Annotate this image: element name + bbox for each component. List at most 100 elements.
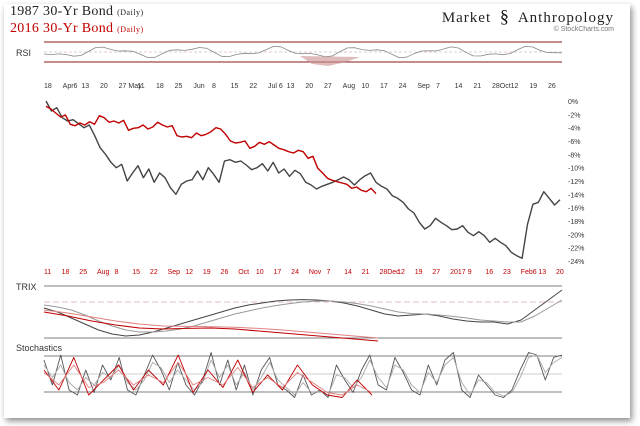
bottom-axis-tick-label: 7 bbox=[326, 269, 330, 276]
y-tick-label: -20% bbox=[568, 232, 584, 239]
title-1987-name: 30-Yr Bond bbox=[43, 4, 114, 19]
stoch-series-line bbox=[43, 352, 563, 398]
series-2016-line bbox=[45, 105, 377, 195]
rsi-label: RSI bbox=[16, 48, 32, 58]
trix-series-line bbox=[43, 309, 379, 339]
brand-right: Anthropology bbox=[517, 10, 614, 26]
title-1987-period: (Daily) bbox=[117, 8, 144, 17]
bottom-axis-tick-label: 27 bbox=[432, 269, 440, 276]
chart-frame bbox=[4, 4, 630, 418]
bottom-axis-tick-label: 21 bbox=[362, 269, 370, 276]
trix-series-line bbox=[43, 311, 379, 342]
bottom-axis-tick-label: 8 bbox=[115, 269, 119, 276]
stochastics-label: Stochastics bbox=[16, 343, 63, 353]
title-2016-year: 2016 bbox=[10, 21, 40, 36]
top-axis-tick-label: Jul 6 bbox=[268, 83, 283, 90]
bottom-axis-tick-label: 24 bbox=[291, 269, 299, 276]
top-axis-tick-label: 17 bbox=[380, 83, 388, 90]
top-axis-tick-label: 10 bbox=[361, 83, 369, 90]
bottom-axis-tick-label: 9 bbox=[468, 269, 472, 276]
top-axis-tick-label: 18 bbox=[156, 83, 164, 90]
top-axis-tick-label: 22 bbox=[249, 83, 257, 90]
brand-left: Market bbox=[441, 10, 492, 26]
bottom-axis-tick-label: 19 bbox=[203, 269, 211, 276]
top-axis-tick-label: 15 bbox=[231, 83, 239, 90]
top-axis-tick-label: 20 bbox=[100, 83, 108, 90]
y-tick-label: -2% bbox=[568, 112, 580, 119]
bottom-axis-tick-label: 28Dec bbox=[379, 269, 400, 276]
copyright: © StockCharts.com bbox=[553, 26, 614, 33]
title-2016-period: (Daily) bbox=[117, 25, 144, 34]
top-axis-tick-label: 13 bbox=[81, 83, 89, 90]
bottom-axis-tick-label: 14 bbox=[344, 269, 352, 276]
top-axis-tick-label: 26 bbox=[548, 83, 556, 90]
y-tick-label: -18% bbox=[568, 219, 584, 226]
top-axis-tick-label: 27 May bbox=[119, 83, 142, 90]
title-2016: 2016 30-Yr Bond (Daily) bbox=[10, 21, 144, 37]
top-axis-tick-label: 25 bbox=[175, 83, 183, 90]
bottom-axis: 11 18 25 Aug 8 15 22 Sep 12 19 26 Oct 10 17 24 Nov 7 14 21… bbox=[44, 269, 564, 276]
bottom-axis-tick-label: 23 bbox=[503, 269, 511, 276]
bottom-axis-tick-label: 12 bbox=[397, 269, 405, 276]
top-axis-tick-label: 21 bbox=[473, 83, 481, 90]
stoch-series-line bbox=[43, 354, 373, 398]
top-axis-tick-label: 14 bbox=[455, 83, 463, 90]
top-axis-tick-label: 27 bbox=[324, 83, 332, 90]
rsi-oversold-fill bbox=[300, 56, 360, 66]
title-1987-year: 1987 bbox=[10, 4, 40, 19]
bottom-axis-tick-label: 12 bbox=[185, 269, 193, 276]
trix-series-line bbox=[43, 299, 563, 333]
y-tick-label: -4% bbox=[568, 126, 580, 133]
top-axis-tick-label: 19 bbox=[529, 83, 537, 90]
bottom-axis-tick-label: 16 bbox=[485, 269, 493, 276]
bottom-axis-tick-label: 17 bbox=[274, 269, 282, 276]
brand-logo: Market § Anthropology bbox=[442, 6, 614, 27]
bottom-axis-tick-label: 13 bbox=[538, 269, 546, 276]
bottom-axis-tick-label: Oct bbox=[238, 269, 249, 276]
y-tick-label: 0% bbox=[568, 99, 578, 106]
title-1987: 1987 30-Yr Bond (Daily) bbox=[10, 4, 144, 20]
top-axis-tick-label: 20 bbox=[305, 83, 313, 90]
y-tick-label: -22% bbox=[568, 246, 584, 253]
brand-glyph-icon: § bbox=[499, 6, 510, 26]
top-axis-tick-label: 7 bbox=[436, 83, 440, 90]
trix-label: TRIX bbox=[16, 282, 37, 292]
top-axis-tick-label: Apr6 bbox=[63, 83, 78, 90]
bottom-axis-tick-label: Aug bbox=[97, 269, 110, 276]
bottom-axis-tick-label: 26 bbox=[221, 269, 229, 276]
y-tick-label: -14% bbox=[568, 192, 584, 199]
top-axis-tick-label: Jun bbox=[193, 83, 204, 90]
y-axis: 0% -2% -4% -6% -8% -10% -12% -14% -16% -18% -20% -2… bbox=[568, 99, 584, 266]
top-axis-tick-label: 18 bbox=[44, 83, 52, 90]
bottom-axis-tick-label: 22 bbox=[150, 269, 158, 276]
trix-series-line bbox=[43, 289, 563, 337]
bottom-axis-tick-label: Sep bbox=[168, 269, 181, 276]
top-axis-tick-label: 11 bbox=[137, 83, 144, 90]
y-tick-label: -24% bbox=[568, 259, 584, 266]
bottom-axis-tick-label: 18 bbox=[62, 269, 70, 276]
top-axis-tick-label: 12 bbox=[511, 83, 519, 90]
bottom-axis-tick-label: Nov bbox=[309, 269, 322, 276]
y-tick-label: -16% bbox=[568, 206, 584, 213]
stoch-series-line bbox=[43, 362, 373, 396]
bottom-axis-tick-label: 15 bbox=[132, 269, 140, 276]
top-axis-tick-label: Aug bbox=[343, 83, 356, 90]
y-tick-label: -6% bbox=[568, 139, 580, 146]
y-tick-label: -10% bbox=[568, 166, 584, 173]
bottom-axis-tick-label: 25 bbox=[79, 269, 87, 276]
bottom-axis-tick-label: Feb6 bbox=[521, 269, 537, 276]
series-1987-line bbox=[45, 100, 561, 259]
top-axis-tick-label: 8 bbox=[212, 83, 216, 90]
top-axis-tick-label: 13 bbox=[287, 83, 295, 90]
y-tick-label: -12% bbox=[568, 179, 584, 186]
bottom-axis-tick-label: 19 bbox=[415, 269, 423, 276]
title-2016-name: 30-Yr Bond bbox=[43, 21, 114, 36]
bottom-axis-tick-label: 10 bbox=[256, 269, 264, 276]
bottom-axis-tick-label: 11 bbox=[44, 269, 51, 276]
bottom-axis-tick-label: 2017 bbox=[450, 269, 466, 276]
top-axis-tick-label: 24 bbox=[399, 83, 407, 90]
bottom-axis-tick-label: 20 bbox=[556, 269, 564, 276]
rsi-line bbox=[43, 46, 563, 58]
